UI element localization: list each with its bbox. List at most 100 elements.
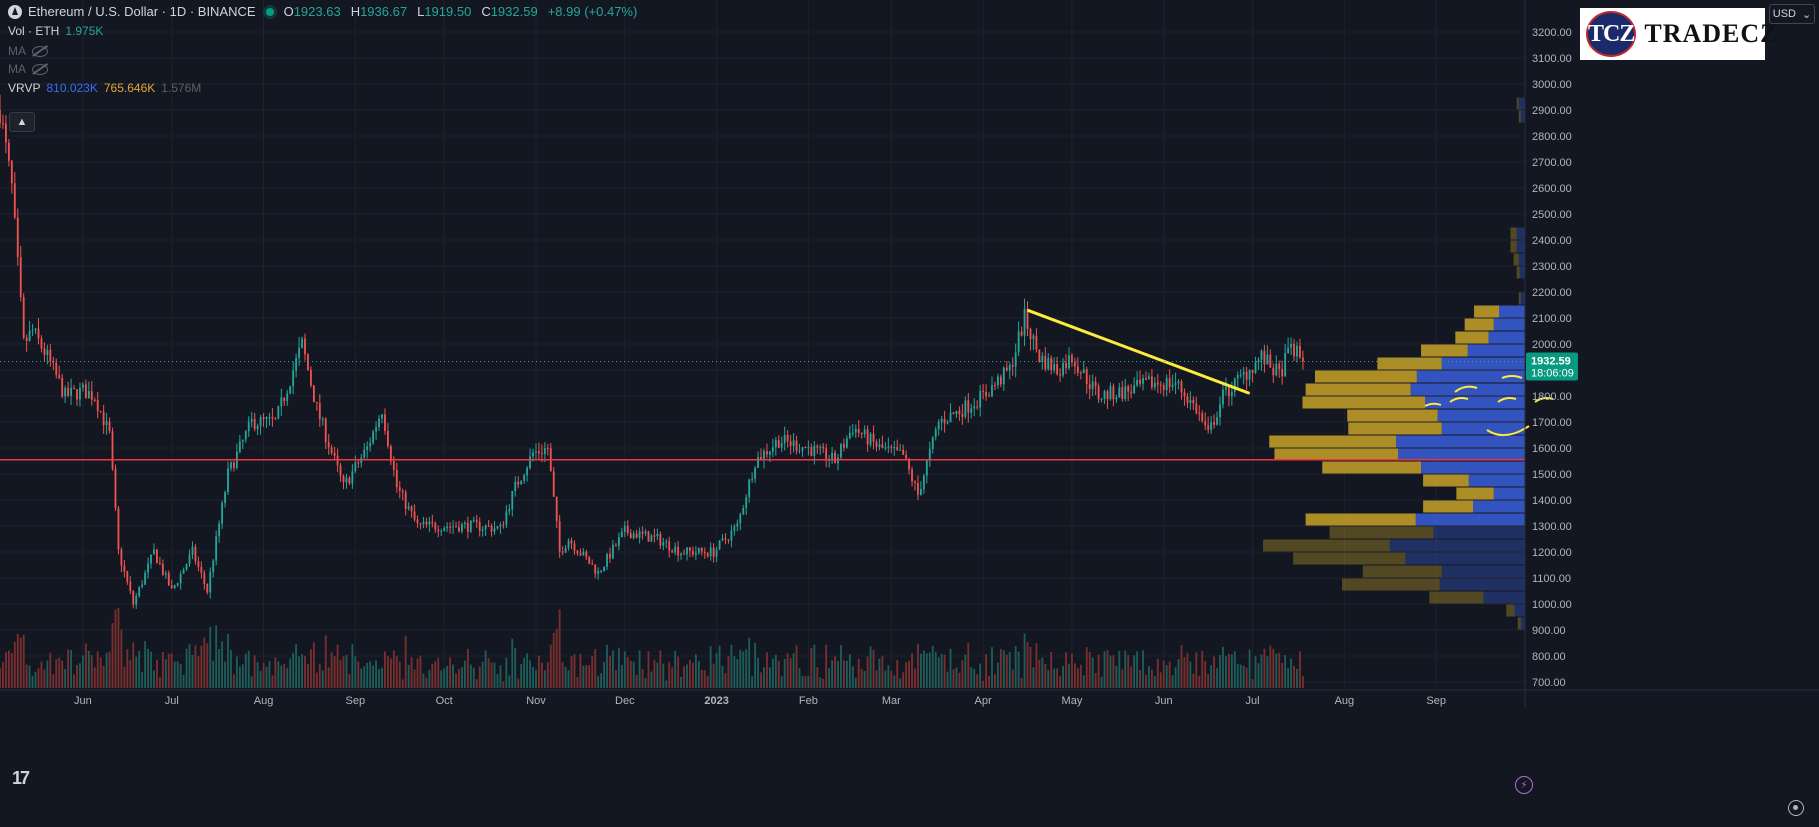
- volume-bar: [582, 665, 585, 688]
- annotation-stroke: [1497, 397, 1517, 403]
- volume-bar: [905, 662, 908, 688]
- ma2-legend[interactable]: MA: [8, 62, 48, 76]
- ma2-label: MA: [8, 62, 26, 76]
- candle-body: [461, 524, 463, 532]
- candle-body: [218, 523, 221, 537]
- candle-body: [943, 418, 946, 424]
- volume-bar: [603, 661, 605, 688]
- volume-legend[interactable]: Vol · ETH 1.975K: [8, 24, 103, 38]
- volume-bar: [1198, 675, 1201, 688]
- volume-bar: [991, 647, 993, 688]
- candle-body: [718, 540, 721, 550]
- volume-bar: [1044, 663, 1047, 688]
- volume-bar: [1050, 651, 1053, 688]
- volume-bar: [860, 668, 863, 688]
- collapse-legend-button[interactable]: ▲: [9, 112, 35, 132]
- price-tick-label: 3200.00: [1532, 27, 1572, 39]
- volume-bar: [600, 673, 603, 688]
- candle-body: [920, 489, 922, 495]
- volume-bar: [635, 674, 638, 688]
- time-tick-label: Oct: [436, 695, 453, 707]
- volume-bar: [641, 669, 644, 688]
- candle-body: [200, 566, 203, 574]
- volume-profile-bar: [1467, 344, 1525, 357]
- volume-profile-bar: [1269, 435, 1397, 448]
- volume-bar: [259, 670, 262, 688]
- symbol-legend[interactable]: Ethereum / U.S. Dollar · 1D · BINANCE O1…: [8, 4, 641, 19]
- eye-off-icon[interactable]: [32, 45, 48, 57]
- volume-bar: [455, 673, 457, 688]
- candle-body: [428, 521, 431, 525]
- candle-body: [508, 509, 511, 512]
- candle-body: [194, 546, 197, 562]
- candle-body: [327, 442, 330, 448]
- candle-body: [472, 520, 475, 522]
- volume-bar: [90, 655, 93, 688]
- volume-bar: [1216, 668, 1218, 688]
- volume-bar: [928, 652, 931, 688]
- volume-bar: [419, 655, 422, 688]
- candle-body: [1150, 376, 1153, 388]
- candle-body: [90, 391, 93, 400]
- candle-body: [653, 535, 656, 537]
- candle-body: [760, 457, 762, 460]
- volume-bar: [579, 653, 582, 688]
- volume-bar: [1145, 674, 1147, 688]
- time-tick-label: Aug: [1335, 695, 1355, 707]
- candle-body: [535, 451, 537, 453]
- volume-bar: [1278, 652, 1281, 688]
- volume-bar: [422, 673, 425, 688]
- symbol-title[interactable]: Ethereum / U.S. Dollar · 1D · BINANCE: [28, 4, 256, 19]
- candle-body: [1213, 422, 1215, 425]
- eye-off-icon[interactable]: [32, 63, 48, 75]
- candle-body: [84, 384, 87, 399]
- volume-bar: [227, 634, 229, 688]
- currency-select[interactable]: USD ⌄: [1769, 4, 1815, 24]
- volume-bar: [771, 658, 774, 688]
- candle-body: [1219, 404, 1221, 418]
- price-axis[interactable]: 700.00 800.00 900.00 1000.00 1100.00 1200.00 1…: [1524, 0, 1578, 708]
- volume-profile-bar: [1433, 526, 1525, 539]
- candle-body: [170, 585, 173, 589]
- candle-body: [677, 546, 680, 556]
- candle-body: [191, 546, 194, 555]
- vrvp-legend[interactable]: VRVP 810.023K 765.646K 1.576M: [8, 81, 201, 95]
- candle-body: [1020, 331, 1023, 336]
- volume-bar: [1026, 642, 1029, 688]
- candle-body: [617, 537, 620, 546]
- candle-body: [321, 418, 324, 420]
- volume-bar: [973, 669, 976, 688]
- candle-body: [691, 550, 694, 555]
- price-tick-label: 800.00: [1532, 651, 1566, 663]
- volume-profile-bar: [1377, 357, 1442, 370]
- candle-body: [1183, 392, 1186, 397]
- volume-profile-bar: [1305, 513, 1416, 526]
- time-axis[interactable]: Jun Jul Aug Sep Oct Nov Dec 2023 Feb Mar Apr May Jun…: [0, 689, 1819, 707]
- ma1-legend[interactable]: MA: [8, 44, 48, 58]
- volume-bar: [156, 659, 158, 688]
- volume-bar: [37, 668, 40, 688]
- volume-bar: [1076, 668, 1079, 688]
- volume-bar: [709, 646, 712, 688]
- candle-body: [398, 487, 401, 491]
- volume-profile-bar: [1516, 266, 1520, 279]
- volume-bar: [626, 657, 629, 688]
- candle-body: [289, 386, 292, 394]
- volume-bar: [656, 662, 659, 688]
- volume-bar: [1056, 668, 1059, 688]
- candle-body: [1038, 349, 1041, 362]
- price-tick-label: 2600.00: [1532, 183, 1572, 195]
- volume-bar: [994, 674, 996, 688]
- candle-body: [694, 552, 697, 555]
- volume-profile-bar: [1423, 500, 1474, 513]
- tradingview-logo-icon[interactable]: 17: [12, 768, 30, 788]
- candle-body: [1222, 389, 1224, 405]
- volume-bar: [517, 678, 520, 688]
- volume-bar: [795, 645, 798, 688]
- gear-icon[interactable]: [1788, 800, 1804, 816]
- lightning-icon[interactable]: ⚡: [1515, 776, 1533, 794]
- volume-bar: [748, 637, 751, 688]
- candle-body: [739, 514, 742, 524]
- candle-body: [493, 528, 496, 532]
